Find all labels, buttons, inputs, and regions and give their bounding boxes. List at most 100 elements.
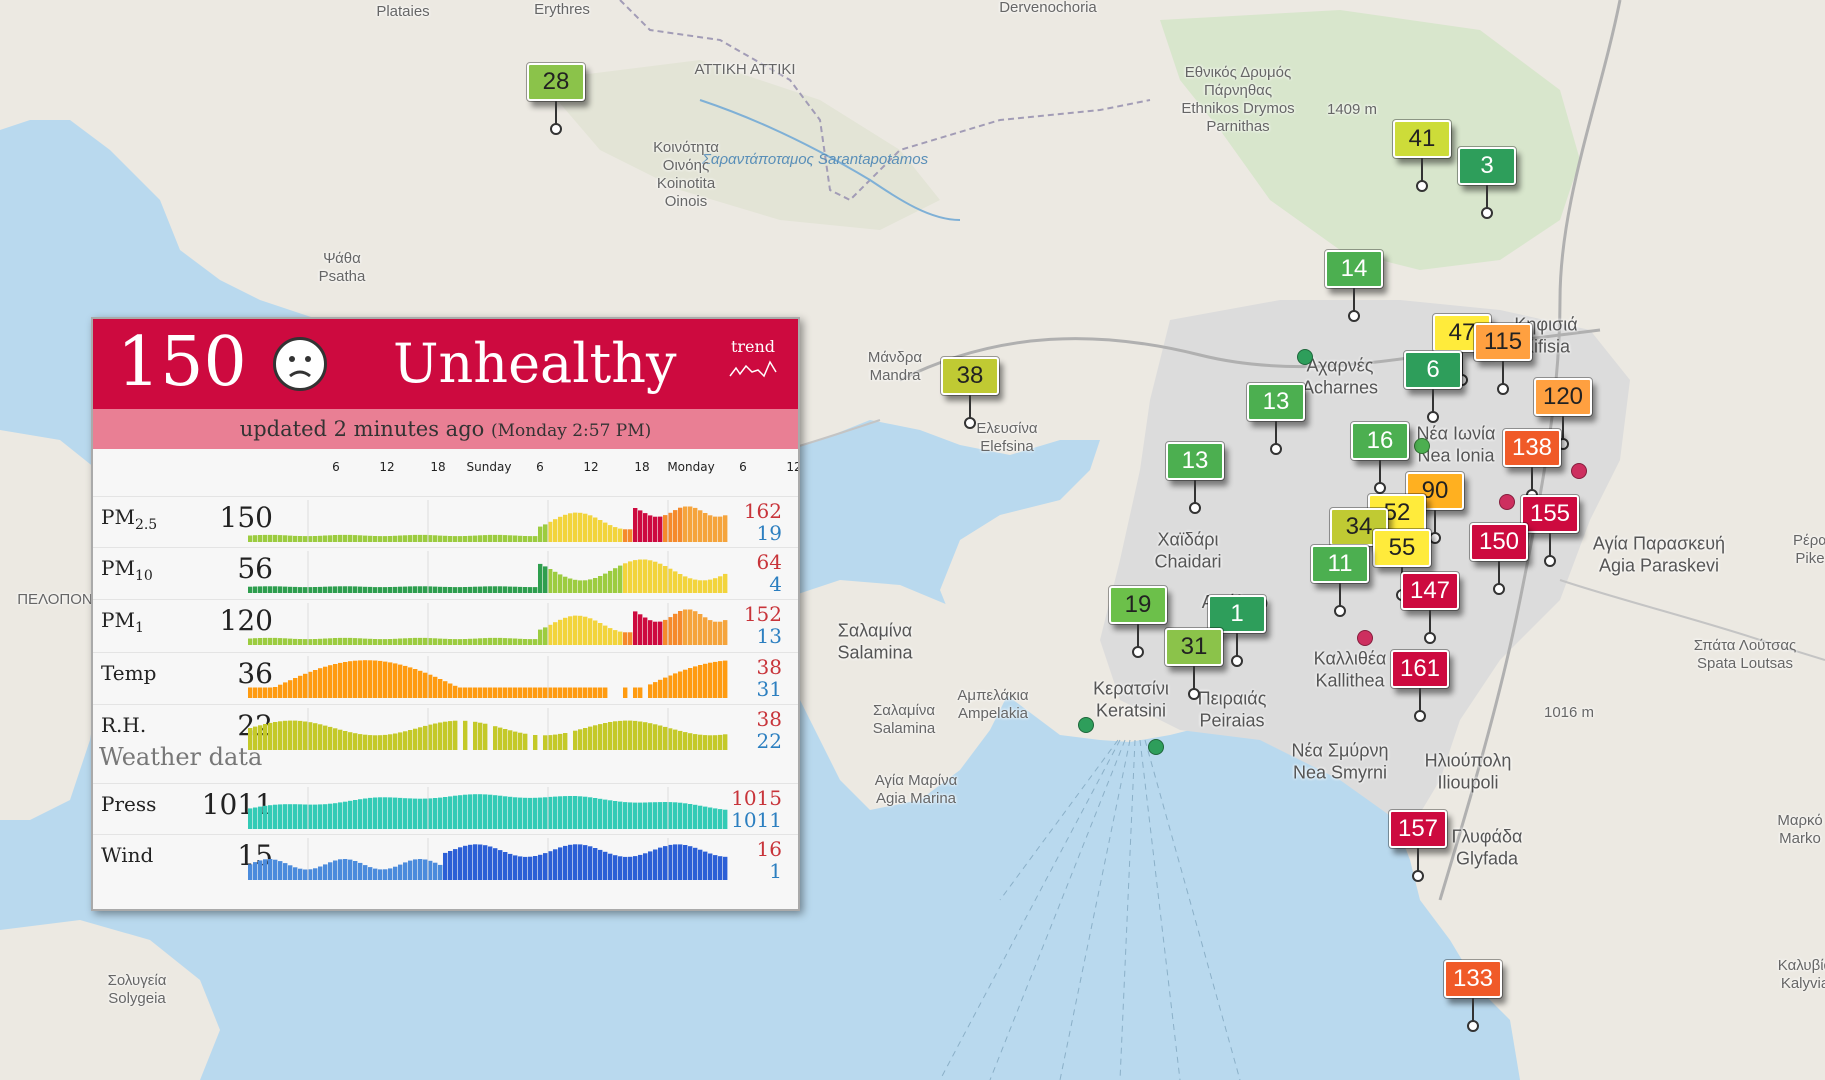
station-marker[interactable]: 31 [1164, 627, 1224, 700]
station-marker[interactable]: 16 [1350, 421, 1410, 494]
place-label: Σπάτα Λούτσας Spata Loutsas [1693, 637, 1797, 672]
marker-pole [1432, 389, 1434, 415]
station-marker[interactable]: 6 [1403, 350, 1463, 423]
row-min: 4 [769, 572, 782, 596]
station-dot[interactable] [1078, 717, 1094, 733]
marker-value: 115 [1473, 322, 1533, 362]
admin-border [619, 0, 1151, 202]
weather-row[interactable]: Press 1011 1015 1011 [93, 783, 798, 832]
pollutant-row[interactable]: PM2.5 150 162 19 [93, 496, 798, 545]
marker-value: 19 [1108, 585, 1168, 625]
station-marker[interactable]: 19 [1108, 585, 1168, 658]
row-max: 38 [756, 707, 782, 731]
station-marker[interactable]: 120 [1533, 377, 1593, 450]
station-marker[interactable]: 155 [1520, 494, 1580, 567]
station-marker[interactable]: 11 [1310, 544, 1370, 617]
time-axis-label: 12 [583, 460, 598, 474]
ferry-routes [939, 739, 1241, 1080]
marker-foot [1427, 411, 1439, 423]
station-marker[interactable]: 150 [1469, 522, 1529, 595]
station-marker[interactable]: 14 [1324, 249, 1384, 322]
river [699, 99, 961, 221]
station-marker[interactable]: 13 [1246, 382, 1306, 455]
marker-foot [1270, 443, 1282, 455]
row-max: 152 [743, 602, 782, 626]
marker-value: 38 [940, 356, 1000, 396]
trend-button[interactable]: trend [728, 337, 778, 386]
marker-foot [1497, 383, 1509, 395]
pollutant-row[interactable]: R.H. 22 38 22 [93, 704, 798, 753]
aqi-value: 150 [117, 323, 247, 402]
marker-pole [1434, 510, 1436, 536]
weather-row[interactable]: Wind 15 16 1 [93, 834, 798, 883]
history-bars [248, 708, 728, 750]
row-name: PM10 [101, 556, 153, 584]
row-max: 1015 [731, 786, 782, 810]
station-marker[interactable]: 147 [1400, 571, 1460, 644]
marker-pole [1236, 633, 1238, 659]
station-dot[interactable] [1571, 463, 1587, 479]
row-min: 22 [756, 729, 782, 753]
marker-foot [1188, 688, 1200, 700]
marker-foot [1374, 482, 1386, 494]
station-marker[interactable]: 28 [526, 62, 586, 135]
station-marker[interactable]: 115 [1473, 322, 1533, 395]
time-axis-label: 18 [634, 460, 649, 474]
station-marker[interactable]: 13 [1165, 441, 1225, 514]
history-bars [248, 787, 728, 829]
station-marker[interactable]: 138 [1502, 428, 1562, 501]
station-marker[interactable]: 55 [1372, 528, 1432, 601]
pollutant-row[interactable]: PM10 56 64 4 [93, 547, 798, 596]
place-label: 1016 m [1543, 704, 1595, 721]
row-name-text: R.H. [101, 713, 147, 737]
marker-value: 157 [1388, 809, 1448, 849]
marker-foot [1414, 710, 1426, 722]
station-popup[interactable]: 150 Unhealthy trend updated 2 minutes ag… [91, 317, 800, 911]
updated-text: updated 2 minutes ago [239, 417, 485, 441]
place-label: ΑΤΤΙΚΗ ΑΤΤΙΚΙ [694, 61, 796, 78]
road-east [1559, 579, 1825, 661]
station-marker[interactable]: 133 [1443, 959, 1503, 1032]
row-name-sub: 1 [134, 620, 144, 636]
station-marker[interactable]: 41 [1392, 119, 1452, 192]
row-name-sub: 2.5 [134, 517, 158, 533]
park-parnitha [1160, 10, 1580, 270]
marker-pole [1498, 561, 1500, 587]
station-dot[interactable] [1297, 349, 1313, 365]
row-max: 16 [756, 837, 782, 861]
station-dot[interactable] [1499, 494, 1515, 510]
row-max: 64 [756, 550, 782, 574]
marker-pole [1549, 533, 1551, 559]
pollutant-row[interactable]: Temp 36 38 31 [93, 652, 798, 701]
marker-pole [1472, 998, 1474, 1024]
place-label: Νέα Ιωνία Nea Ionia [1416, 423, 1496, 465]
row-name-text: PM [101, 556, 135, 580]
history-bars [248, 551, 728, 593]
station-marker[interactable]: 3 [1457, 146, 1517, 219]
marker-value: 138 [1502, 428, 1562, 468]
station-marker[interactable]: 1 [1207, 594, 1267, 667]
marker-foot [1467, 1020, 1479, 1032]
station-dot[interactable] [1148, 739, 1164, 755]
marker-pole [1353, 288, 1355, 314]
station-marker[interactable]: 161 [1390, 649, 1450, 722]
trend-label: trend [730, 337, 776, 356]
marker-pole [1193, 666, 1195, 692]
row-value: 150 [219, 501, 273, 534]
place-label: Χαϊδάρι Chaidari [1154, 529, 1222, 571]
station-dot[interactable] [1357, 630, 1373, 646]
marker-pole [555, 101, 557, 127]
station-dot[interactable] [1414, 438, 1430, 454]
pollutant-row[interactable]: PM1 120 152 13 [93, 599, 798, 648]
marker-value: 13 [1165, 441, 1225, 481]
popup-header: 150 Unhealthy trend [93, 319, 798, 409]
place-label: Αγία Παρασκευή Agia Paraskevi [1592, 533, 1726, 575]
station-marker[interactable]: 157 [1388, 809, 1448, 882]
time-axis-label: 6 [739, 460, 747, 474]
place-label: Μάνδρα Mandra [867, 349, 923, 384]
station-marker[interactable]: 38 [940, 356, 1000, 429]
marker-foot [550, 123, 562, 135]
marker-pole [969, 395, 971, 421]
place-label: 1409 m [1326, 101, 1378, 118]
marker-foot [1189, 502, 1201, 514]
